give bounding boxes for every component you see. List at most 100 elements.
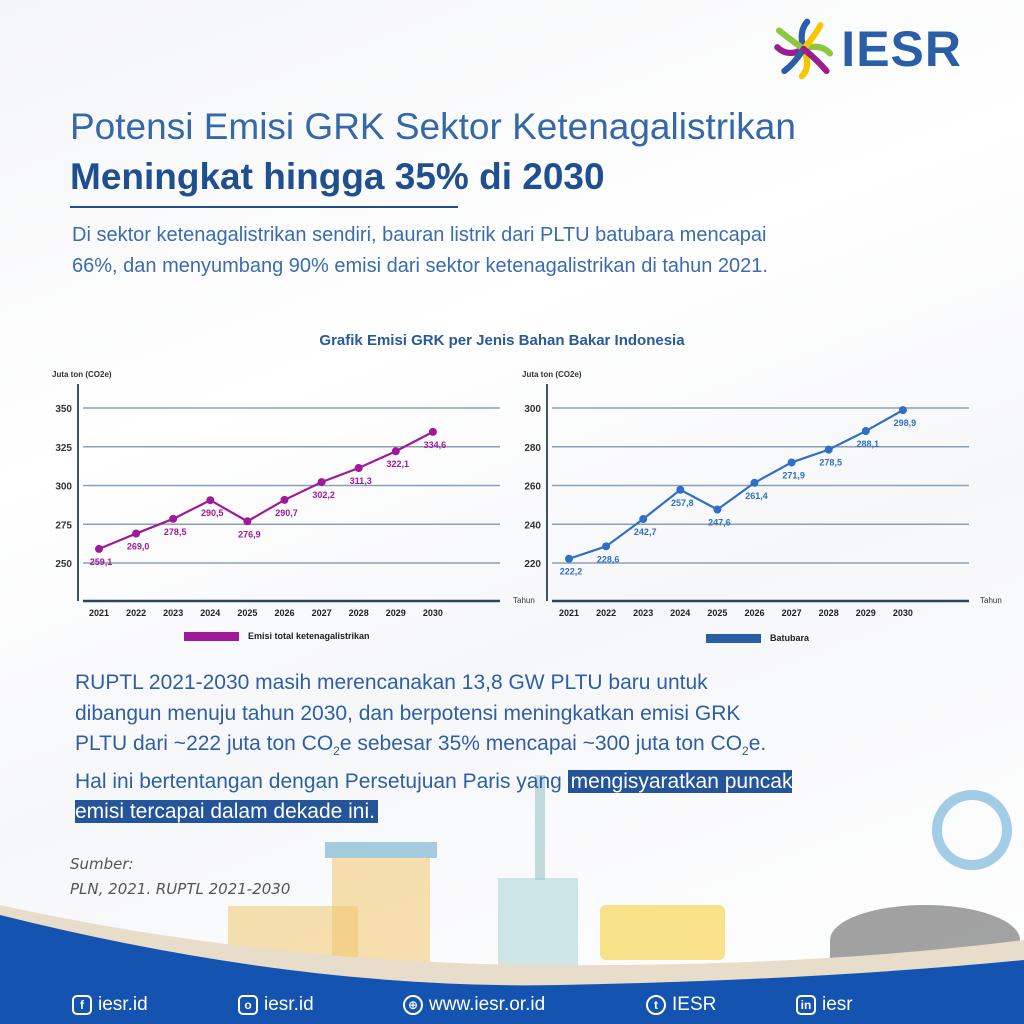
- chart2-data-label: 278,5: [819, 458, 842, 468]
- building-roof: [325, 842, 437, 858]
- chart1-xlabel: Tahun: [513, 596, 535, 605]
- chart2-point: [565, 554, 573, 563]
- bulldozer: [600, 905, 725, 960]
- footer-linkedin[interactable]: in iesr: [796, 994, 853, 1016]
- chart2-xtick: 2024: [670, 608, 690, 618]
- chart1-xtick: 2026: [274, 608, 294, 618]
- chart1-xtick: 2028: [349, 608, 369, 618]
- chart2-data-label: 222,2: [560, 567, 583, 577]
- chart2-data-label: 298,9: [894, 418, 917, 428]
- footer-website[interactable]: ⊕ www.iesr.or.id: [403, 994, 545, 1016]
- title-underline: [70, 206, 458, 208]
- chart1-point: [206, 496, 215, 505]
- chart2-point: [602, 542, 611, 551]
- chart2-xtick: 2025: [707, 608, 727, 618]
- chart1-xtick: 2023: [163, 608, 183, 618]
- chart1-data-label: 259,1: [90, 557, 113, 567]
- chart2-point: [676, 485, 685, 494]
- footer-website-text: www.iesr.or.id: [429, 994, 546, 1015]
- chart1-xtick: 2029: [386, 608, 406, 618]
- chart1-ytick: 250: [55, 559, 72, 570]
- chart2-xtick: 2028: [819, 608, 839, 618]
- intro-text: Di sektor ketenagalistrikan sendiri, bau…: [72, 224, 768, 277]
- chart2-xtick: 2021: [559, 608, 579, 618]
- chart1-point: [95, 544, 103, 553]
- chart2-series-line: [568, 409, 904, 560]
- chart2-data-label: 288,1: [857, 439, 880, 449]
- chart1-series-line: [98, 430, 434, 550]
- chart1-xtick: 2024: [200, 608, 220, 618]
- body-part-3: e. Hal ini bertentangan dengan Persetuju…: [75, 732, 767, 793]
- chart1-ytick: 325: [55, 443, 72, 454]
- chart2-xtick: 2026: [744, 608, 764, 618]
- chart1-xtick: 2021: [89, 608, 109, 618]
- chart2-point: [861, 427, 870, 436]
- chart1-xtick: 2030: [423, 608, 443, 618]
- chart1-legend-swatch: [184, 632, 239, 641]
- chart2-data-label: 242,7: [634, 527, 657, 537]
- body-sub-1: 2: [333, 744, 340, 759]
- twitter-icon: t: [646, 995, 666, 1015]
- chart2-xtick: 2022: [596, 608, 616, 618]
- title-line-1: Potensi Emisi GRK Sektor Ketenagalistrik…: [70, 106, 796, 147]
- chart2-data-label: 271,9: [782, 470, 805, 480]
- chart1-data-label: 302,2: [312, 490, 335, 500]
- chart2-ytick: 280: [524, 443, 541, 454]
- source-note: Sumber: PLN, 2021. RUPTL 2021-2030: [70, 852, 290, 902]
- chart1-point: [317, 478, 326, 487]
- chart2-ytick: 240: [524, 520, 541, 531]
- footer-twitter[interactable]: t IESR: [646, 994, 716, 1016]
- logo-swirl-icon: [774, 18, 834, 80]
- chart1-point: [391, 447, 400, 456]
- linkedin-icon: in: [796, 995, 816, 1015]
- chart2-xtick: 2030: [893, 608, 913, 618]
- body-text: RUPTL 2021-2030 masih merencanakan 13,8 …: [75, 668, 795, 828]
- title-line-2: Meningkat hingga 35% di 2030: [70, 156, 605, 197]
- mine-building: [498, 878, 578, 968]
- coal-pile: [830, 905, 1020, 975]
- footer-twitter-text: IESR: [672, 994, 717, 1015]
- instagram-icon: o: [238, 995, 258, 1015]
- chart1-ytick: 300: [55, 482, 72, 493]
- chart1-xtick: 2027: [312, 608, 332, 618]
- chart2-legend-label: Batubara: [770, 633, 810, 643]
- chart1-point: [280, 495, 289, 504]
- footer-linkedin-text: iesr: [822, 994, 853, 1015]
- chart1-xtick: 2022: [126, 608, 146, 618]
- chart2-legend-swatch: [706, 634, 761, 643]
- chart1-xtick: 2025: [237, 608, 257, 618]
- chart2-point: [898, 406, 907, 415]
- body-part-2: e sebesar 35% mencapai ~300 juta ton CO: [339, 732, 743, 755]
- chart2-xlabel: Tahun: [980, 596, 1002, 605]
- body-sub-2: 2: [742, 744, 749, 759]
- chart2-data-label: 261,4: [745, 491, 768, 501]
- conveyor-wheel: [932, 790, 1012, 870]
- chart2-ytick: 220: [524, 559, 541, 570]
- chart2-point: [787, 458, 796, 467]
- globe-icon: ⊕: [403, 995, 423, 1015]
- chart2-point: [639, 515, 648, 524]
- chart2-xtick: 2023: [633, 608, 653, 618]
- chart1-data-label: 322,1: [387, 459, 410, 469]
- chart1-point: [132, 529, 141, 538]
- footer-facebook[interactable]: f iesr.id: [72, 994, 148, 1016]
- chart1-data-label: 290,7: [275, 508, 298, 518]
- chart1-data-label: 290,5: [201, 508, 224, 518]
- chart2-ytick: 260: [524, 482, 541, 493]
- source-text: PLN, 2021. RUPTL 2021-2030: [70, 880, 291, 898]
- body-part-1: RUPTL 2021-2030 masih merencanakan 13,8 …: [75, 671, 741, 755]
- chart1-data-label: 276,9: [238, 529, 261, 539]
- chart2-ytick: 300: [524, 404, 541, 415]
- chart2-data-label: 228,6: [597, 554, 620, 564]
- chart1-point: [169, 514, 178, 523]
- chart2-xtick: 2027: [782, 608, 802, 618]
- facebook-icon: f: [72, 995, 92, 1015]
- source-label: Sumber:: [70, 855, 134, 873]
- footer-instagram-text: iesr.id: [264, 994, 314, 1015]
- chart1-data-label: 269,0: [127, 542, 150, 552]
- mine-tower: [535, 775, 545, 880]
- logo-text: IESR: [841, 21, 962, 77]
- footer-instagram[interactable]: o iesr.id: [238, 994, 314, 1016]
